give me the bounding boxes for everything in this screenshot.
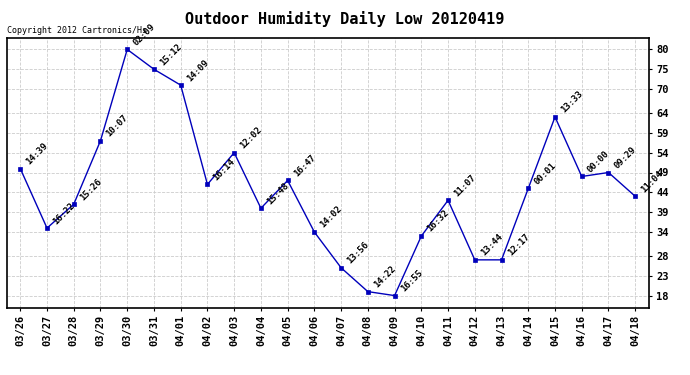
Text: 00:00: 00:00: [586, 149, 611, 174]
Text: 16:32: 16:32: [426, 209, 451, 234]
Text: 15:26: 15:26: [78, 177, 104, 202]
Text: 14:02: 14:02: [319, 204, 344, 230]
Text: 16:47: 16:47: [292, 153, 317, 178]
Text: 13:33: 13:33: [559, 89, 584, 115]
Text: 10:07: 10:07: [105, 113, 130, 139]
Text: 16:22: 16:22: [51, 201, 77, 226]
Text: 16:55: 16:55: [399, 268, 424, 293]
Text: 11:07: 11:07: [452, 173, 477, 198]
Text: 14:22: 14:22: [372, 264, 397, 290]
Text: Copyright 2012 Cartronics/Hs: Copyright 2012 Cartronics/Hs: [7, 26, 147, 35]
Text: 12:02: 12:02: [238, 125, 264, 150]
Text: 13:56: 13:56: [345, 240, 371, 266]
Text: 13:44: 13:44: [479, 232, 504, 258]
Text: 02:09: 02:09: [131, 22, 157, 47]
Text: 12:17: 12:17: [506, 232, 531, 258]
Text: 16:14: 16:14: [212, 157, 237, 182]
Text: 14:39: 14:39: [24, 141, 50, 166]
Text: 11:04: 11:04: [640, 169, 664, 194]
Text: Outdoor Humidity Daily Low 20120419: Outdoor Humidity Daily Low 20120419: [186, 11, 504, 27]
Text: 15:12: 15:12: [158, 42, 184, 67]
Text: 09:29: 09:29: [613, 145, 638, 170]
Text: 15:48: 15:48: [265, 181, 290, 206]
Text: 00:01: 00:01: [533, 161, 558, 186]
Text: 14:09: 14:09: [185, 58, 210, 83]
